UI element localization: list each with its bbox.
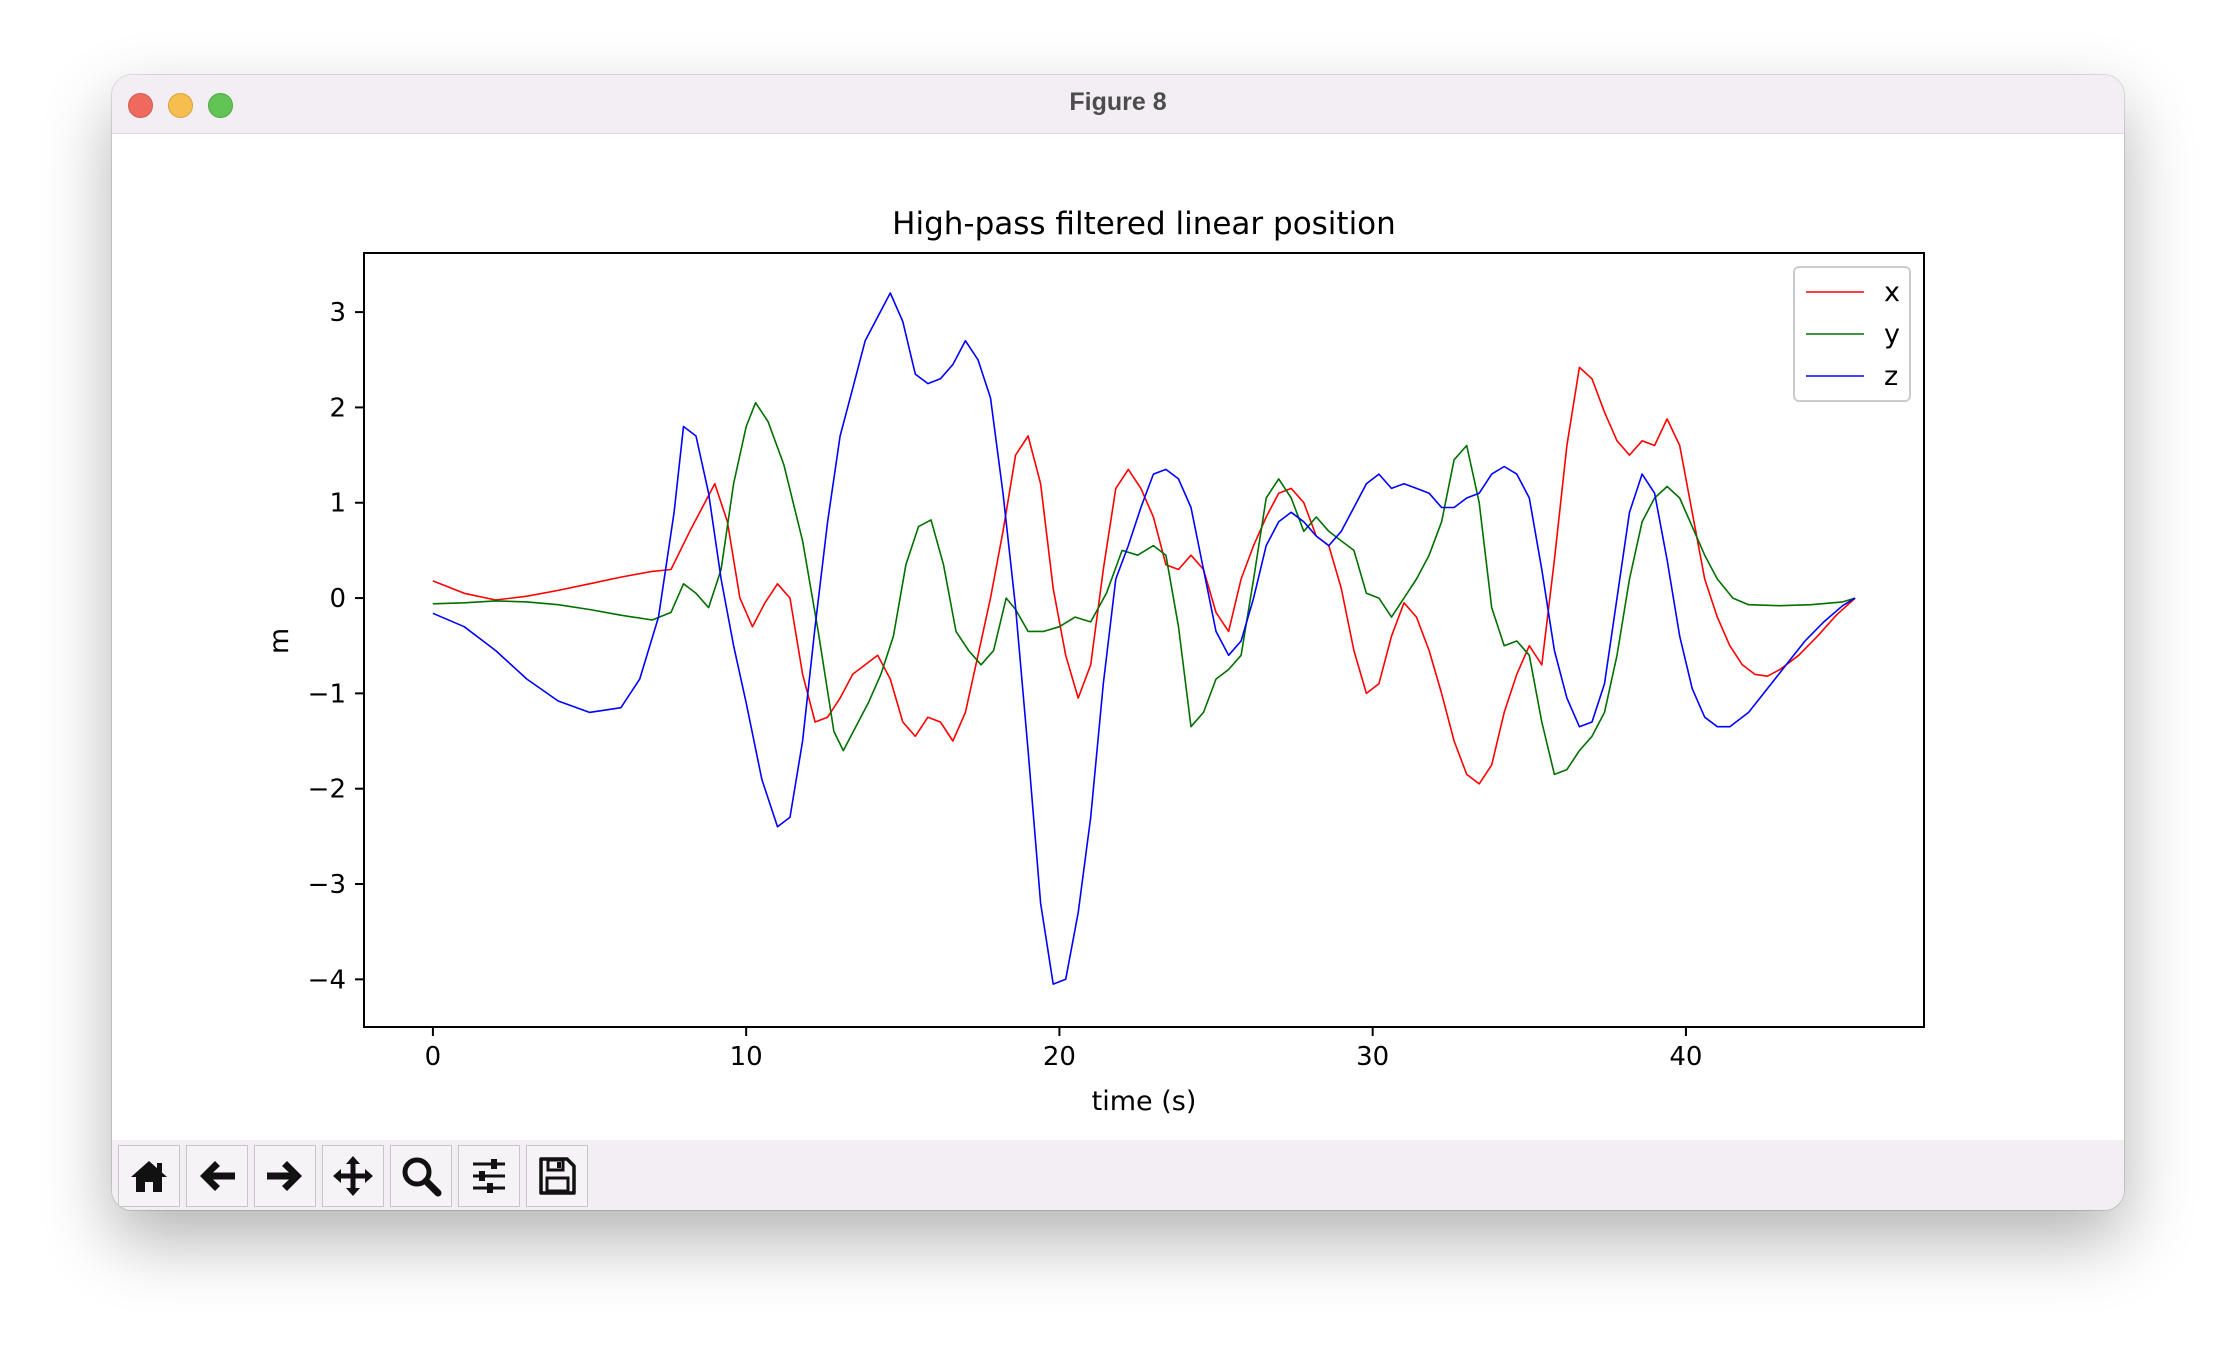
- x-tick-label: 30: [1356, 1042, 1389, 1072]
- back-button[interactable]: [186, 1145, 248, 1207]
- series-line-x: [432, 366, 1856, 785]
- title-bar: Figure 8: [112, 75, 2124, 134]
- y-tick-label: −2: [308, 775, 346, 805]
- legend: xyz: [1793, 266, 1911, 402]
- forward-arrow-icon: [267, 1161, 302, 1191]
- configure-subplots-icon: [473, 1159, 505, 1193]
- save-button[interactable]: [526, 1145, 588, 1207]
- y-axis-label: m: [264, 628, 295, 654]
- minimize-window-button[interactable]: [168, 93, 193, 118]
- x-axis-ticks: 0 10 20 30 40: [425, 1027, 1702, 1072]
- y-tick-label: 2: [329, 393, 346, 423]
- configure-subplots-button[interactable]: [458, 1145, 520, 1207]
- x-tick-label: 20: [1043, 1042, 1076, 1072]
- figure-window: Figure 8 0 10 20 30 40 3 2 1 0 −1 −2 −3 −4 High-pas…: [112, 75, 2124, 1210]
- figure-canvas[interactable]: 0 10 20 30 40 3 2 1 0 −1 −2 −3 −4 High-pass filtere…: [112, 134, 2124, 1135]
- home-button[interactable]: [118, 1145, 180, 1207]
- close-window-button[interactable]: [128, 93, 153, 118]
- legend-label-y: y: [1884, 319, 1900, 350]
- y-tick-label: −3: [308, 870, 346, 900]
- x-tick-label: 10: [730, 1042, 763, 1072]
- navigation-toolbar: [112, 1140, 2124, 1210]
- x-tick-label: 0: [425, 1042, 442, 1072]
- y-tick-label: 0: [329, 584, 346, 614]
- legend-label-x: x: [1884, 277, 1900, 308]
- y-tick-label: 1: [329, 489, 346, 519]
- forward-button[interactable]: [254, 1145, 316, 1207]
- save-floppy-icon: [539, 1157, 576, 1195]
- y-tick-label: −4: [308, 965, 346, 995]
- series-line-z: [432, 292, 1856, 985]
- zoom-magnifier-icon: [402, 1157, 442, 1197]
- x-tick-label: 40: [1669, 1042, 1702, 1072]
- maximize-window-button[interactable]: [208, 93, 233, 118]
- series-line-y: [432, 401, 1856, 776]
- plot-frame: [363, 252, 1925, 1028]
- zoom-button[interactable]: [390, 1145, 452, 1207]
- pan-move-icon: [333, 1156, 373, 1196]
- series-lines: [432, 292, 1856, 985]
- y-axis-ticks: 3 2 1 0 −1 −2 −3 −4: [308, 298, 364, 995]
- chart-title: High-pass filtered linear position: [892, 206, 1396, 242]
- back-arrow-icon: [200, 1161, 235, 1191]
- y-tick-label: −1: [308, 679, 346, 709]
- x-axis-label: time (s): [1092, 1086, 1197, 1117]
- y-tick-label: 3: [329, 298, 346, 328]
- home-icon: [131, 1161, 167, 1192]
- pan-button[interactable]: [322, 1145, 384, 1207]
- window-title: Figure 8: [1069, 88, 1167, 116]
- legend-label-z: z: [1884, 361, 1898, 392]
